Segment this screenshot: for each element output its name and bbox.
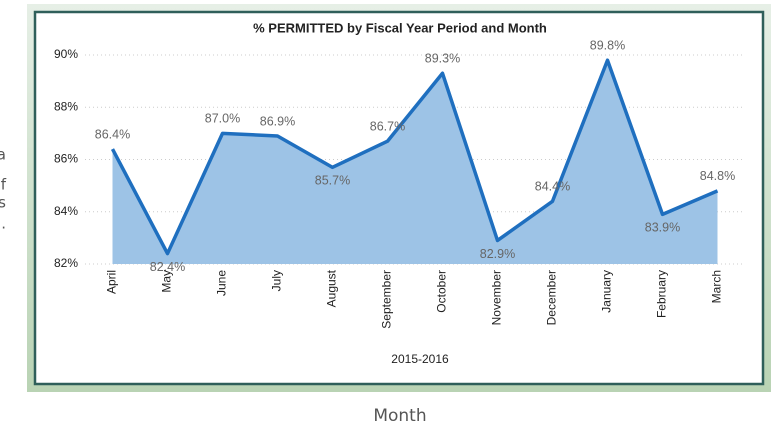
side-text: s bbox=[0, 194, 6, 212]
data-label: 82.9% bbox=[480, 247, 515, 261]
area-line bbox=[110, 58, 719, 256]
area-fill bbox=[112, 60, 718, 264]
x-tick-label: April bbox=[105, 270, 119, 294]
data-label: 84.8% bbox=[700, 169, 735, 183]
x-tick-label: February bbox=[655, 270, 669, 318]
data-label: 87.0% bbox=[205, 112, 240, 126]
x-tick-label: October bbox=[435, 270, 449, 313]
y-tick-label: 86% bbox=[54, 152, 78, 166]
data-label: 84.4% bbox=[535, 180, 570, 194]
y-tick-label: 90% bbox=[54, 47, 78, 61]
data-label: 83.9% bbox=[645, 221, 680, 235]
caption: Month bbox=[373, 406, 426, 426]
data-label: 85.7% bbox=[315, 174, 350, 188]
data-label: 86.7% bbox=[370, 120, 405, 134]
plot: 82% 84% 86% 88% 90% 86.4% 82.4% 87.0% 86.9% 85.7%… bbox=[54, 39, 745, 329]
side-text: a bbox=[0, 146, 6, 164]
x-tick-label: July bbox=[270, 270, 284, 291]
chart-title: % PERMITTED by Fiscal Year Period and Mo… bbox=[253, 20, 547, 35]
data-label: 86.9% bbox=[260, 114, 295, 128]
x-tick-label: May bbox=[160, 270, 174, 293]
x-tick-label: August bbox=[325, 269, 339, 307]
x-tick-label: September bbox=[380, 270, 394, 329]
y-tick-label: 88% bbox=[54, 99, 78, 113]
x-tick-label: December bbox=[545, 270, 559, 325]
x-tick-label: November bbox=[490, 270, 504, 325]
side-text: f bbox=[1, 176, 7, 194]
x-tick-label: January bbox=[600, 270, 614, 313]
x-tick-label: June bbox=[215, 270, 229, 296]
data-label: 89.3% bbox=[425, 52, 460, 66]
data-label: 82.4% bbox=[150, 260, 185, 274]
side-text: . bbox=[1, 215, 6, 233]
y-tick-label: 82% bbox=[54, 256, 78, 270]
x-axis-title: 2015-2016 bbox=[391, 352, 449, 366]
data-label: 86.4% bbox=[95, 127, 130, 141]
data-label: 89.8% bbox=[590, 39, 625, 53]
y-tick-label: 84% bbox=[54, 204, 78, 218]
x-tick-label: March bbox=[710, 270, 724, 303]
